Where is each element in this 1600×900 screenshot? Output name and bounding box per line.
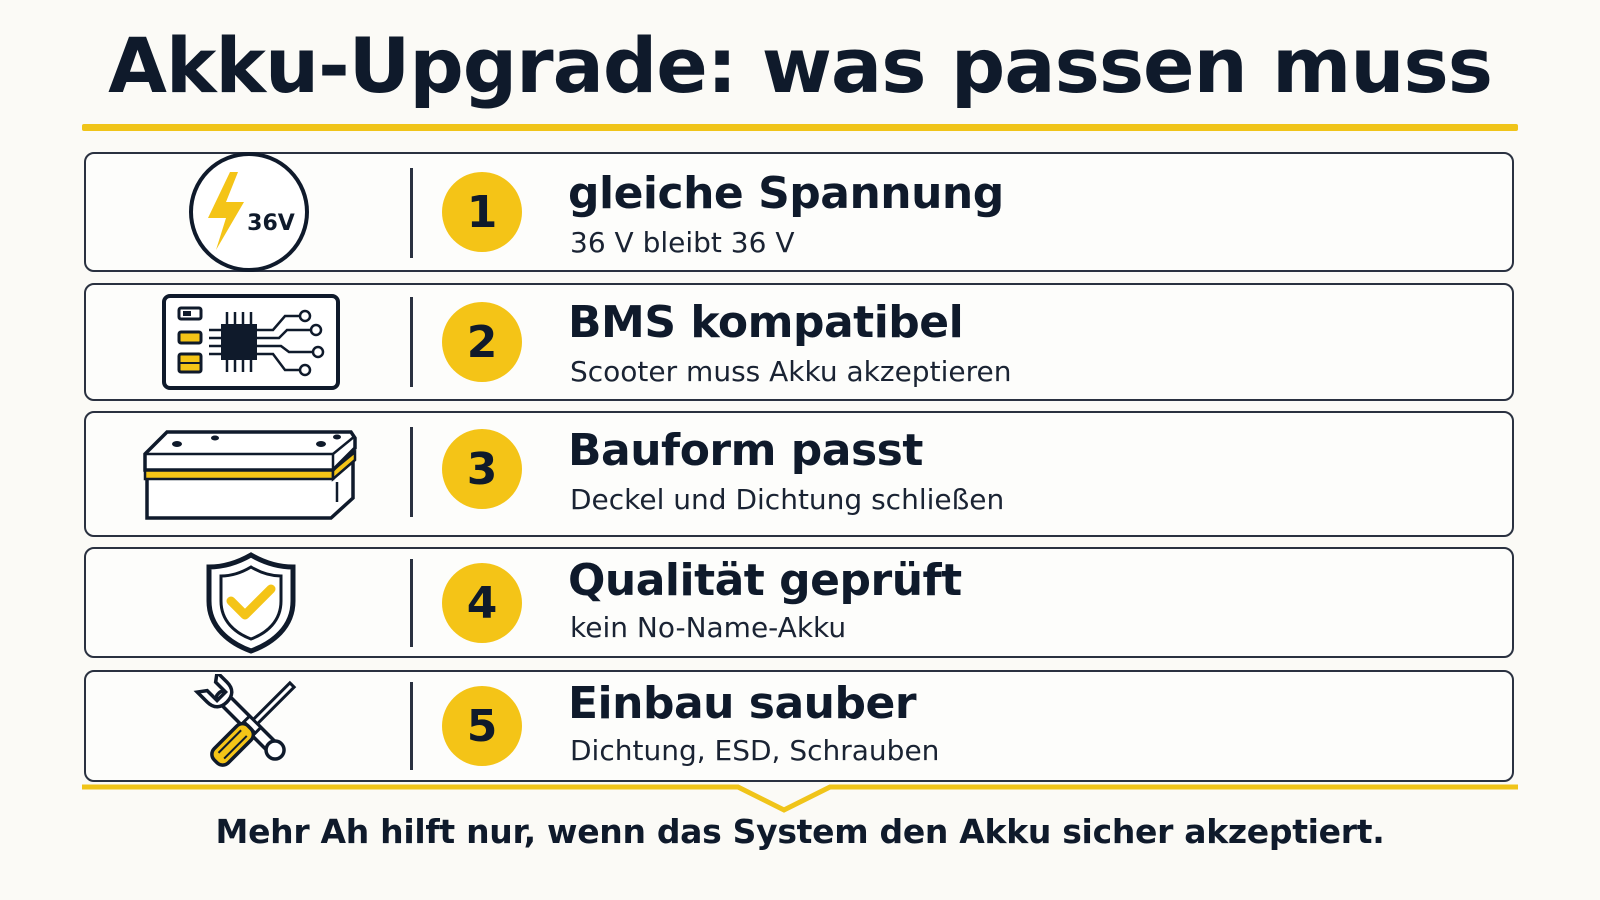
voltage-label: 36V (247, 211, 295, 236)
step-number: 5 (442, 686, 522, 766)
item-heading: Qualität geprüft (568, 555, 962, 606)
step-number: 2 (442, 302, 522, 382)
item-heading: gleiche Spannung (568, 168, 1004, 219)
divider (410, 559, 413, 647)
item-heading: BMS kompatibel (568, 297, 964, 348)
divider (410, 427, 413, 517)
list-item-voltage: 36V 1 gleiche Spannung 36 V bleibt 36 V (84, 152, 1514, 272)
step-number: 3 (442, 429, 522, 509)
footer-divider (82, 784, 1518, 813)
circuit-board-icon (86, 285, 416, 399)
step-number: 1 (442, 172, 522, 252)
divider (410, 297, 413, 387)
shield-check-icon (86, 549, 416, 656)
list-item-quality: 4 Qualität geprüft kein No-Name-Akku (84, 547, 1514, 658)
item-subtitle: Deckel und Dichtung schließen (570, 483, 1005, 516)
step-number: 4 (442, 563, 522, 643)
tools-icon (86, 672, 416, 780)
list-item-form-factor: 3 Bauform passt Deckel und Dichtung schl… (84, 411, 1514, 537)
battery-case-icon (86, 413, 416, 535)
item-subtitle: kein No-Name-Akku (570, 611, 847, 644)
page-title: Akku-Upgrade: was passen muss (108, 21, 1493, 110)
title-underline (82, 124, 1518, 131)
lightning-36v-icon: 36V (86, 152, 416, 272)
item-subtitle: Scooter muss Akku akzeptieren (570, 355, 1012, 388)
list-item-installation: 5 Einbau sauber Dichtung, ESD, Schrauben (84, 670, 1514, 782)
footer-note: Mehr Ah hilft nur, wenn das System den A… (215, 812, 1385, 851)
item-subtitle: 36 V bleibt 36 V (570, 226, 795, 259)
item-heading: Einbau sauber (568, 678, 917, 729)
item-subtitle: Dichtung, ESD, Schrauben (570, 734, 940, 767)
list-item-bms: 2 BMS kompatibel Scooter muss Akku akzep… (84, 283, 1514, 401)
item-heading: Bauform passt (568, 425, 923, 476)
divider (410, 682, 413, 770)
divider (410, 168, 413, 258)
